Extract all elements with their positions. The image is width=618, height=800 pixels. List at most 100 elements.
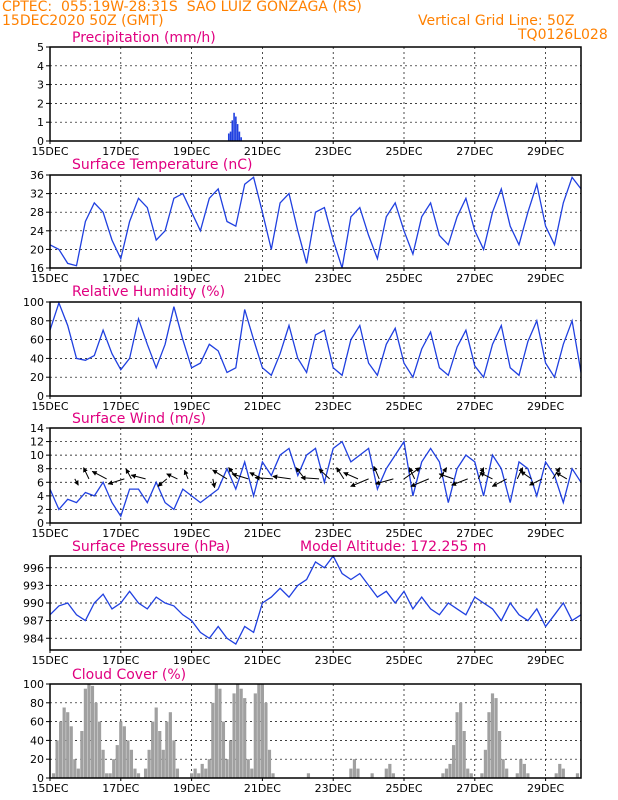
temperature-ytick-label: 16 (30, 262, 44, 275)
wind-ytick-label: 4 (37, 490, 44, 503)
precipitation-xtick-label: 21DEC (244, 145, 281, 158)
cloud-cover-bar (501, 759, 505, 778)
cloud-cover-bar (175, 768, 180, 778)
temperature-title: Surface Temperature (nC) (72, 157, 253, 173)
precipitation-xtick-label: 19DEC (173, 145, 210, 158)
wind-arrow (520, 470, 532, 480)
cloud-cover-bar (87, 684, 91, 778)
humidity-ytick-label: 80 (30, 315, 44, 328)
vertical-grid-note: Vertical Grid Line: 50Z (418, 13, 575, 29)
cloud-cover-bar (207, 759, 211, 778)
cloud-cover-bar (80, 731, 84, 778)
cloud-cover-ytick-label: 0 (37, 772, 44, 785)
wind-arrow (211, 478, 217, 489)
precipitation-ytick-label: 3 (37, 79, 44, 92)
cloud-cover-bar (451, 745, 456, 778)
cloud-cover-bar (165, 721, 169, 778)
cloud-cover-ytick-label: 60 (30, 716, 44, 729)
cloud-cover-bar (154, 707, 158, 778)
cloud-cover-bar (97, 721, 102, 778)
wind-ytick-label: 2 (37, 503, 44, 516)
precipitation-bar (227, 133, 230, 141)
cloud-cover-bar (356, 768, 360, 778)
precipitation-xtick-label: 25DEC (385, 145, 422, 158)
cloud-cover-bar (197, 773, 201, 778)
cloud-cover-bar (494, 698, 498, 778)
pressure-xtick-label: 19DEC (173, 654, 210, 667)
cloud-cover-bar (466, 768, 470, 778)
wind-arrow (479, 472, 493, 480)
cloud-cover-bar (51, 773, 56, 778)
humidity-xtick-label: 29DEC (527, 400, 564, 413)
cloud-cover-bar (193, 768, 197, 778)
humidity-xtick-label: 19DEC (173, 400, 210, 413)
precipitation-ytick-label: 1 (37, 116, 44, 129)
cloud-cover-bar (554, 773, 558, 778)
precipitation-xtick-label: 15DEC (31, 145, 68, 158)
cloud-cover-bar (459, 702, 463, 778)
cloud-cover-xtick-label: 27DEC (456, 782, 493, 795)
precipitation-xtick-label: 23DEC (315, 145, 352, 158)
humidity-ytick-label: 40 (30, 352, 44, 365)
pressure-frame (49, 555, 582, 651)
cloud-cover-bar (250, 768, 254, 778)
wind-arrow (212, 469, 228, 480)
cloud-cover-bar (204, 768, 208, 778)
cloud-cover-bar (480, 773, 484, 778)
cloud-cover-bar (133, 768, 137, 778)
cloud-cover-bar (271, 773, 275, 778)
cloud-cover-bar (218, 688, 222, 778)
cloud-cover-bar (214, 684, 218, 778)
cloud-cover-bar (108, 773, 112, 778)
cloud-cover-bar (105, 773, 109, 778)
cloud-cover-bar (243, 698, 247, 778)
wind-arrow (350, 478, 369, 488)
wind-ytick-label: 10 (30, 449, 44, 462)
cloud-cover-bar (228, 740, 233, 778)
wind-ytick-label: 6 (37, 476, 44, 489)
humidity-ytick-label: 60 (30, 334, 44, 347)
precipitation-bar (231, 120, 234, 141)
cloud-cover-bar (497, 731, 502, 778)
pressure-xtick-label: 21DEC (244, 654, 281, 667)
cloud-cover-bar (211, 702, 215, 778)
cloud-cover-xtick-label: 15DEC (31, 782, 68, 795)
cloud-cover-bar (161, 749, 165, 778)
cloud-cover-bar (129, 749, 134, 778)
cloud-cover-bar (448, 763, 452, 778)
pressure-xtick-label: 25DEC (385, 654, 422, 667)
cloud-cover-xtick-label: 21DEC (244, 782, 281, 795)
cloud-cover-xtick-label: 19DEC (173, 782, 210, 795)
cloud-cover-bar (59, 721, 63, 778)
cloud-cover-bar (55, 740, 59, 778)
precipitation-bar (229, 131, 232, 141)
cloud-cover-frame (49, 683, 582, 779)
precipitation-xtick-label: 17DEC (102, 145, 139, 158)
cloud-cover-bar (575, 773, 580, 778)
temperature-ytick-label: 20 (30, 243, 44, 256)
cloud-cover-bar (519, 759, 523, 778)
cloud-cover-ytick-label: 40 (30, 734, 44, 747)
precipitation-ytick-label: 2 (37, 97, 44, 110)
cloud-cover-bar (76, 768, 80, 778)
temperature-xtick-label: 25DEC (385, 272, 422, 285)
wind-arrow (73, 478, 79, 486)
wind-xtick-label: 25DEC (385, 527, 422, 540)
cloud-cover-bar (69, 726, 73, 778)
temperature-ytick-label: 28 (30, 206, 44, 219)
wind-ytick-label: 14 (30, 422, 44, 435)
humidity-frame (49, 301, 582, 397)
pressure-ytick-label: 984 (23, 632, 44, 645)
temperature-xtick-label: 19DEC (173, 272, 210, 285)
cloud-cover-title: Cloud Cover (%) (72, 667, 186, 683)
temperature-xtick-label: 27DEC (456, 272, 493, 285)
cloud-cover-bar (172, 740, 176, 778)
pressure-ytick-label: 990 (23, 597, 44, 610)
wind-arrow (373, 465, 380, 480)
pressure-xtick-label: 15DEC (31, 654, 68, 667)
wind-arrow (300, 475, 320, 481)
cloud-cover-bar (558, 763, 562, 778)
temperature-frame (49, 174, 582, 269)
wind-arrow (451, 478, 468, 486)
